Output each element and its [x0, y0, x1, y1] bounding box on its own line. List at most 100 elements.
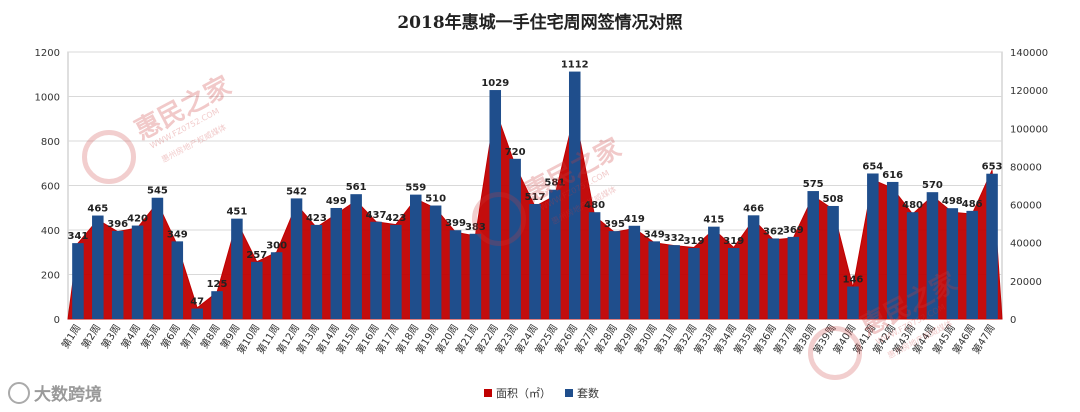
bar-value-label: 319: [723, 236, 744, 247]
bar-value-label: 257: [246, 250, 267, 261]
left-tick-label: 600: [41, 182, 60, 193]
bar: [886, 181, 899, 319]
bar-value-label: 720: [505, 147, 526, 158]
left-tick-label: 800: [41, 137, 60, 148]
chart-title: 2018年惠城一手住宅周网签情况对照: [397, 13, 683, 33]
right-tick-label: 80000: [1010, 162, 1042, 173]
bar: [608, 231, 621, 319]
x-axis: 第1周第2周第3周第4周第5周第6周第7周第8周第9周第10周第11周第12周第…: [58, 322, 997, 357]
bar-value-label: 654: [862, 161, 883, 172]
bar: [787, 236, 800, 319]
x-tick-label: 第3周: [98, 322, 123, 351]
bar-value-label: 423: [385, 213, 406, 224]
legend-label-bar: 套数: [577, 387, 599, 400]
bar-value-label: 653: [982, 162, 1003, 173]
right-tick-label: 100000: [1010, 124, 1048, 135]
x-tick-label: 第2周: [78, 322, 103, 351]
bar-value-label: 466: [743, 203, 764, 214]
bar: [529, 203, 541, 319]
bar-value-label: 383: [465, 222, 486, 233]
bar-value-label: 341: [67, 231, 88, 242]
bar: [668, 245, 680, 319]
bar-value-label: 581: [544, 178, 565, 189]
bar: [191, 308, 203, 319]
bar: [111, 230, 124, 319]
bar: [290, 198, 303, 319]
bar: [588, 212, 601, 319]
bar: [151, 197, 164, 319]
bar-value-label: 499: [326, 196, 347, 207]
bar: [986, 173, 998, 319]
bar-value-label: 545: [147, 186, 168, 197]
bar-value-label: 369: [783, 225, 804, 236]
bar: [72, 243, 84, 319]
left-tick-label: 1000: [35, 93, 60, 104]
bar-value-label: 362: [763, 226, 784, 237]
bar-value-label: 349: [167, 229, 188, 240]
bar-value-label: 395: [604, 219, 625, 230]
bar: [509, 158, 521, 319]
bar: [946, 208, 959, 319]
bar: [171, 241, 184, 319]
bar: [211, 291, 223, 319]
bar: [648, 241, 660, 319]
bar: [568, 71, 581, 319]
x-tick-label: 第8周: [198, 322, 223, 351]
right-tick-label: 20000: [1010, 277, 1042, 288]
bar: [906, 212, 919, 319]
bar-value-label: 486: [962, 199, 983, 210]
x-tick-label: 第1周: [58, 322, 83, 351]
bar-value-label: 47: [190, 297, 204, 308]
left-tick-label: 0: [54, 315, 60, 326]
bar: [449, 230, 462, 319]
bar-value-label: 451: [226, 207, 247, 218]
bar: [628, 225, 641, 319]
right-axis: 0 20000 40000 60000 80000 100000 120000 140000: [1010, 48, 1048, 326]
legend-item-bar: 套数: [565, 385, 599, 401]
x-tick-label: 第7周: [178, 322, 203, 351]
source-logo-icon: [8, 381, 30, 404]
left-tick-label: 200: [41, 271, 60, 282]
chart-legend: 面积（㎡） 套数: [484, 385, 599, 401]
bar-value-label: 508: [823, 194, 844, 205]
legend-item-area: 面积（㎡）: [484, 385, 551, 401]
bar-value-label: 349: [644, 229, 665, 240]
right-tick-label: 140000: [1010, 48, 1048, 59]
x-tick-label: 第5周: [138, 322, 163, 351]
bar: [390, 224, 402, 319]
bar-value-label: 146: [843, 275, 864, 286]
bar-value-label: 616: [882, 170, 903, 181]
bar: [727, 248, 740, 319]
bar-value-label: 423: [306, 213, 327, 224]
bar-value-label: 125: [207, 279, 228, 290]
bar: [350, 194, 362, 319]
source-label: 大数跨境: [34, 385, 102, 405]
right-tick-label: 40000: [1010, 239, 1042, 250]
bar-value-label: 561: [346, 182, 367, 193]
bar: [807, 191, 819, 319]
bar: [469, 233, 482, 319]
bar-value-label: 420: [127, 214, 148, 225]
bar: [251, 261, 263, 319]
bar: [767, 238, 780, 319]
bar: [330, 207, 343, 319]
bar-value-label: 396: [107, 219, 128, 230]
bar-value-label: 480: [902, 200, 923, 211]
legend-swatch-bar: [565, 389, 573, 397]
x-tick-label: 第6周: [158, 322, 183, 351]
bar: [310, 224, 323, 319]
bar-value-label: 559: [405, 183, 426, 194]
bar: [847, 286, 859, 319]
bar: [966, 210, 978, 319]
bar-value-label: 419: [624, 214, 645, 225]
bar-value-label: 300: [266, 240, 287, 251]
bar: [429, 205, 442, 319]
left-axis: 0 200 400 600 800 1000 1200: [35, 48, 60, 326]
bar-value-label: 399: [445, 218, 466, 229]
bar: [92, 215, 104, 319]
bar-series: [72, 71, 998, 319]
bar: [708, 226, 720, 319]
bar: [489, 90, 502, 319]
